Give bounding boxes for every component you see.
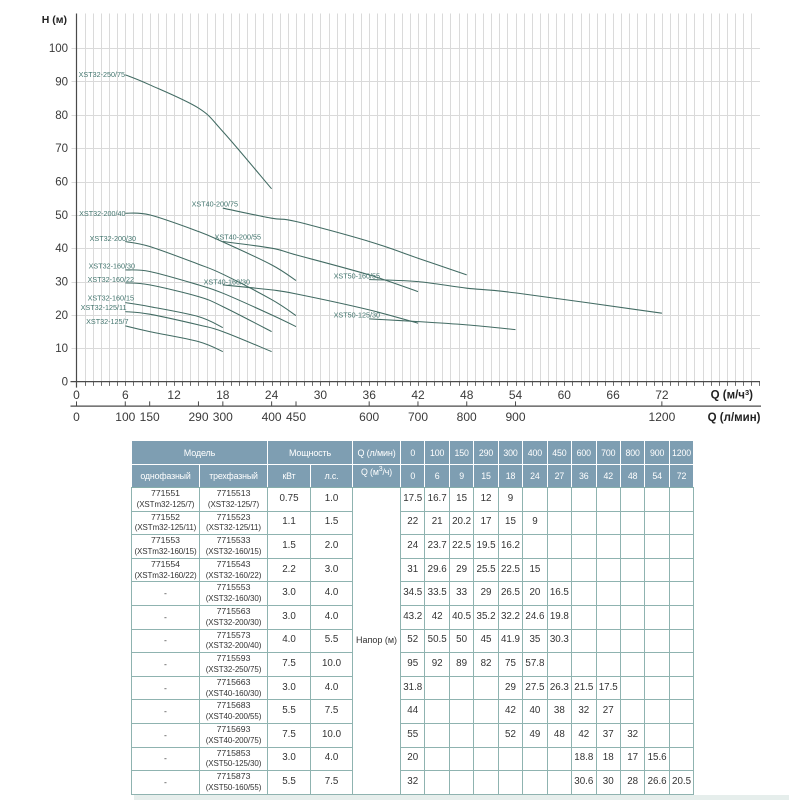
svg-text:XST40-160/30: XST40-160/30	[204, 278, 250, 287]
svg-text:24: 24	[265, 388, 279, 402]
svg-text:100: 100	[115, 410, 135, 424]
svg-text:36: 36	[363, 388, 377, 402]
svg-text:12: 12	[167, 388, 181, 402]
svg-text:90: 90	[55, 77, 68, 89]
svg-text:1200: 1200	[649, 410, 676, 424]
svg-text:XST50-160/55: XST50-160/55	[334, 272, 380, 281]
svg-text:150: 150	[140, 410, 160, 424]
svg-text:6: 6	[122, 388, 129, 402]
svg-text:400: 400	[262, 410, 282, 424]
svg-text:XST32-160/22: XST32-160/22	[88, 275, 134, 284]
svg-text:XST32-200/30: XST32-200/30	[90, 234, 136, 243]
svg-text:80: 80	[55, 110, 68, 122]
svg-text:700: 700	[408, 410, 428, 424]
svg-text:300: 300	[213, 410, 233, 424]
svg-text:100: 100	[49, 43, 68, 55]
svg-text:48: 48	[460, 388, 474, 402]
svg-text:10: 10	[55, 343, 68, 355]
svg-text:40: 40	[55, 243, 68, 255]
svg-text:72: 72	[655, 388, 669, 402]
svg-text:XST50-125/30: XST50-125/30	[334, 311, 380, 320]
svg-text:XST32-200/40: XST32-200/40	[79, 209, 125, 218]
svg-text:H (м): H (м)	[42, 14, 67, 26]
svg-text:Q (л/мин): Q (л/мин)	[708, 412, 761, 424]
svg-text:900: 900	[505, 410, 525, 424]
svg-text:42: 42	[411, 388, 425, 402]
svg-text:30: 30	[55, 277, 68, 289]
svg-text:60: 60	[55, 177, 68, 189]
svg-text:XST40-200/55: XST40-200/55	[215, 233, 261, 242]
svg-text:XST32-160/15: XST32-160/15	[88, 294, 134, 303]
svg-text:0: 0	[73, 410, 80, 424]
svg-text:XST32-125/11: XST32-125/11	[81, 303, 127, 312]
svg-text:50: 50	[55, 210, 68, 222]
svg-text:XST32-160/30: XST32-160/30	[89, 262, 135, 271]
svg-text:66: 66	[606, 388, 620, 402]
svg-text:450: 450	[286, 410, 306, 424]
svg-text:0: 0	[73, 388, 80, 402]
svg-text:XST32-125/7: XST32-125/7	[86, 317, 128, 326]
svg-text:60: 60	[558, 388, 572, 402]
svg-text:20: 20	[55, 310, 68, 322]
svg-text:XST32-250/75: XST32-250/75	[79, 70, 125, 79]
svg-text:30: 30	[314, 388, 328, 402]
svg-text:0: 0	[62, 377, 68, 389]
svg-text:800: 800	[457, 410, 477, 424]
svg-text:18: 18	[216, 388, 230, 402]
svg-text:Q (м/ч3): Q (м/ч3)	[711, 388, 754, 402]
svg-text:XST40-200/75: XST40-200/75	[192, 200, 238, 209]
svg-text:70: 70	[55, 143, 68, 155]
svg-text:290: 290	[188, 410, 208, 424]
svg-text:600: 600	[359, 410, 379, 424]
svg-text:54: 54	[509, 388, 523, 402]
